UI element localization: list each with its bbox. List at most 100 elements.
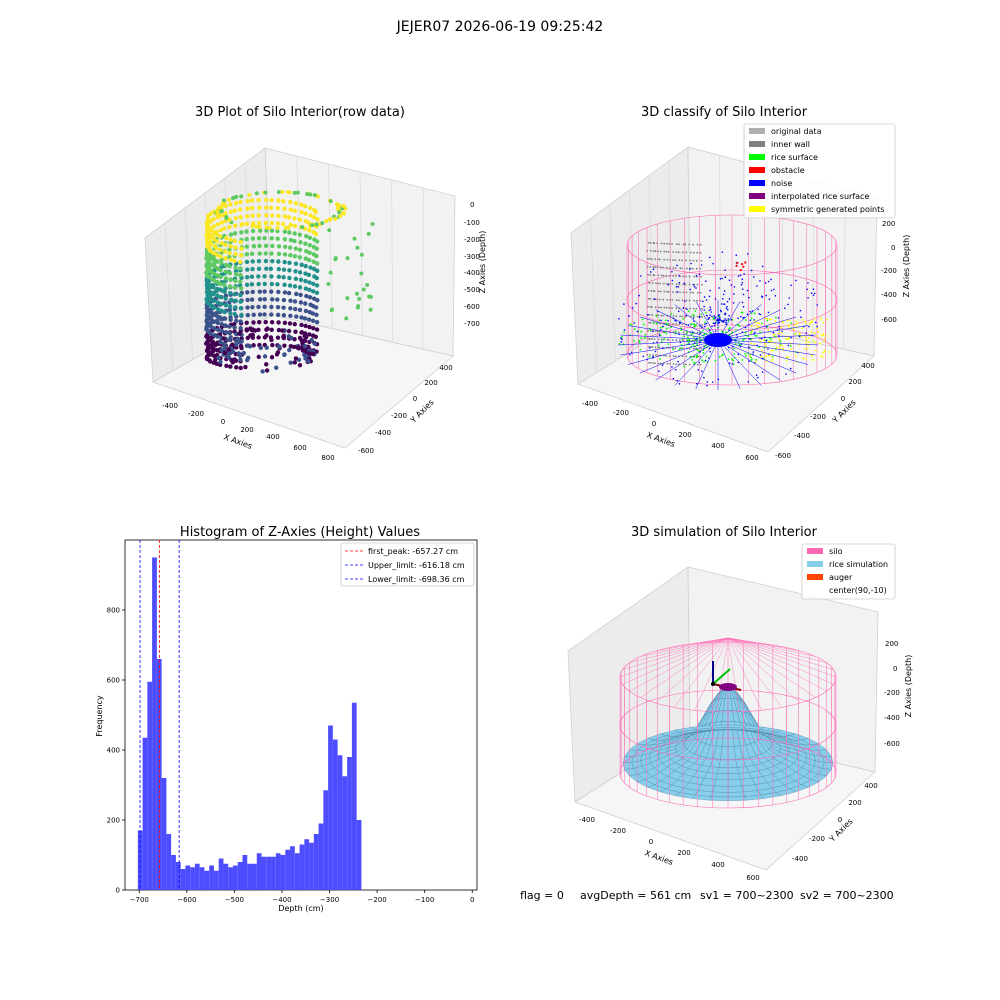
raw-point (239, 230, 244, 235)
wall-point (679, 315, 681, 318)
noise-point (721, 277, 723, 280)
rice-point (623, 331, 625, 334)
wall-point (659, 266, 662, 269)
wall-point (663, 250, 666, 253)
wall-point (685, 291, 688, 294)
rice-point (720, 354, 723, 357)
histogram-bar (175, 862, 181, 890)
symmetric-point (770, 349, 773, 352)
rice-point (755, 358, 758, 361)
raw-point (214, 361, 219, 366)
raw-point (244, 236, 249, 242)
raw-point (238, 239, 243, 245)
raw-point (226, 355, 232, 360)
noise-point (765, 294, 768, 297)
noise-point (732, 302, 735, 304)
raw-point (276, 266, 281, 272)
noise-point (711, 381, 714, 383)
noise-point (760, 337, 763, 340)
raw-point (299, 209, 304, 215)
rice-point (640, 337, 642, 339)
histogram-title: Histogram of Z-Axies (Height) Values (180, 525, 420, 540)
legend-label: rice surface (771, 153, 818, 162)
noise-point (709, 314, 711, 316)
raw-point (232, 208, 238, 213)
raw-point (328, 199, 333, 204)
symmetric-point (790, 347, 793, 350)
wall-point (657, 290, 660, 293)
raw-point (223, 276, 229, 281)
raw-point (277, 344, 282, 350)
wall-point (701, 307, 703, 310)
rice-point (700, 313, 703, 316)
rice-point (633, 340, 635, 342)
raw-point (276, 190, 281, 195)
raw-point (215, 327, 221, 332)
raw-point (256, 197, 261, 203)
wall-point (668, 355, 671, 357)
raw-point (286, 328, 292, 334)
raw-point (302, 333, 307, 339)
raw-point (312, 274, 317, 279)
raw-point (238, 357, 243, 362)
histogram-bar (194, 863, 200, 890)
histogram-bar (256, 853, 262, 890)
gridline (327, 163, 333, 329)
noise-point (654, 350, 657, 353)
raw-point (292, 238, 297, 244)
wall-point (652, 362, 654, 364)
raw-point (263, 190, 268, 195)
histogram-bar (275, 853, 281, 890)
raw-point (237, 353, 243, 358)
raw-point (293, 201, 299, 206)
noise-point (753, 319, 755, 321)
wall-point (674, 267, 677, 270)
figure-title: JEJER07 2026-06-19 09:25:42 (396, 19, 604, 35)
rice-point (749, 356, 752, 359)
gridline (719, 155, 722, 322)
noise-point (731, 363, 734, 365)
wall-point (646, 249, 649, 252)
wall-point (675, 291, 678, 294)
wall-point (672, 267, 675, 269)
noise-point (708, 347, 711, 350)
y-tick-label: 400 (864, 782, 877, 790)
wall-point (658, 298, 661, 301)
symmetric-point (763, 339, 765, 342)
noise-point (757, 308, 759, 311)
noise-point (656, 341, 658, 344)
raw-point (257, 297, 263, 302)
raw-point (307, 324, 312, 330)
histogram-bar (147, 681, 153, 890)
noise-point (723, 313, 726, 316)
raw-point (222, 350, 228, 356)
noise-point (635, 302, 638, 305)
symmetric-point (749, 332, 752, 335)
raw-point (223, 269, 229, 274)
wall-point (685, 267, 688, 270)
noise-point (689, 288, 692, 291)
x-tick-label: -200 (613, 409, 629, 417)
surface-facet (717, 767, 729, 774)
panel-raw-zlabel: Z Axies (Depth) (478, 231, 487, 294)
raw-point (287, 190, 292, 195)
rice-point (790, 322, 793, 325)
wall-point (672, 323, 675, 325)
panel-sim-title: 3D simulation of Silo Interior (631, 525, 818, 540)
raw-point (237, 340, 242, 345)
raw-point (310, 333, 316, 338)
raw-point (211, 298, 217, 304)
noise-ray (617, 339, 719, 346)
raw-point (311, 281, 316, 287)
noise-point (714, 330, 717, 332)
wall-point (659, 306, 662, 309)
x-tick-label: 0 (221, 418, 225, 426)
symmetric-point (810, 330, 813, 333)
noise-point (761, 371, 764, 373)
raw-point (288, 207, 294, 212)
raw-point (269, 236, 275, 241)
raw-point (359, 252, 364, 257)
wall-point (677, 299, 680, 302)
raw-point (341, 211, 346, 216)
wall-point (682, 363, 685, 366)
